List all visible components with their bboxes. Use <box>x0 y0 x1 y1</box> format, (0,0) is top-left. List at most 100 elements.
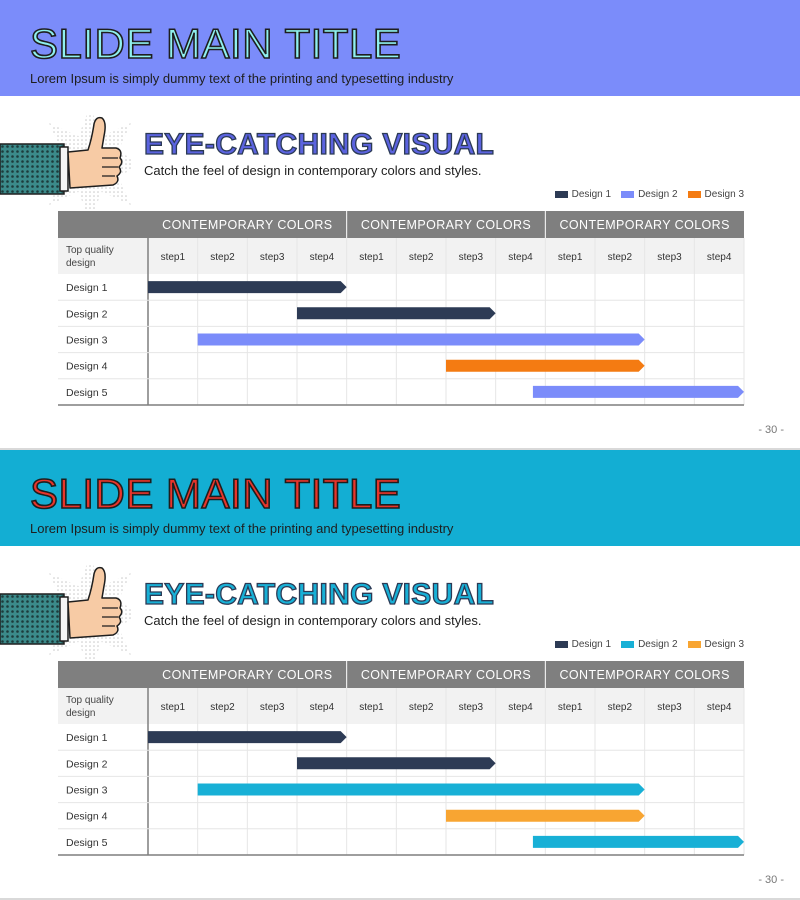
slide-subtitle: Lorem Ipsum is simply dummy text of the … <box>30 71 454 86</box>
row-label: Design 1 <box>66 282 108 294</box>
chart-legend: Design 1 Design 2 Design 3 <box>554 189 744 200</box>
legend-swatch <box>687 641 701 648</box>
step-label: step3 <box>260 702 285 713</box>
slide-main-title: SLIDE MAIN TITLE <box>29 19 402 68</box>
page-number: - 30 - <box>758 424 784 436</box>
legend-item-design-2: Design 2 <box>621 189 678 200</box>
legend-item-design-3: Design 3 <box>687 189 744 200</box>
gantt-bar <box>446 359 645 372</box>
step-label: step3 <box>657 252 682 263</box>
section-tagline: Catch the feel of design in contemporary… <box>144 613 482 628</box>
fist-shape <box>67 116 123 189</box>
gantt-bar <box>532 835 744 848</box>
row-label: Design 3 <box>66 335 108 347</box>
step-label: step1 <box>161 252 186 263</box>
gantt-bar <box>297 757 496 770</box>
step-header-band <box>58 688 744 724</box>
gantt-bar <box>446 809 645 822</box>
cuff-shape <box>59 146 69 192</box>
legend-label: Design 3 <box>704 189 744 200</box>
legend-item-design-3: Design 3 <box>687 639 744 650</box>
step-label: step1 <box>359 252 384 263</box>
corner-label: design <box>66 708 95 719</box>
finger-lines <box>102 157 118 177</box>
group-header-label: CONTEMPORARY COLORS <box>361 668 531 682</box>
legend-swatch <box>554 641 568 648</box>
step-label: step4 <box>707 252 732 263</box>
cuff-shape <box>59 596 69 642</box>
row-label: Design 4 <box>66 361 108 373</box>
gantt-bar <box>148 731 347 744</box>
group-header-label: CONTEMPORARY COLORS <box>162 218 332 232</box>
title-banner <box>0 450 800 546</box>
row-label: Design 2 <box>66 758 108 770</box>
step-label: step1 <box>558 702 583 713</box>
step-label: step4 <box>508 252 533 263</box>
page-number: - 30 - <box>758 874 784 886</box>
legend-label: Design 1 <box>571 189 612 200</box>
gantt-chart: CONTEMPORARY COLORS CONTEMPORARY COLORS CO… <box>58 661 745 856</box>
step-label: step1 <box>359 702 384 713</box>
finger-lines <box>102 607 118 627</box>
step-label: step2 <box>210 252 235 263</box>
group-header-label: CONTEMPORARY COLORS <box>559 218 729 232</box>
slide-subtitle: Lorem Ipsum is simply dummy text of the … <box>30 521 454 536</box>
row-label: Design 1 <box>66 732 108 744</box>
gantt-bar <box>297 307 496 320</box>
row-label: Design 5 <box>66 837 108 849</box>
legend-item-design-2: Design 2 <box>621 639 678 650</box>
legend-swatch <box>621 641 635 648</box>
step-label: step1 <box>161 702 186 713</box>
step-label: step3 <box>260 252 285 263</box>
legend-label: Design 1 <box>571 639 612 650</box>
chart-legend: Design 1 Design 2 Design 3 <box>554 639 744 650</box>
thumbs-up-icon <box>0 114 132 222</box>
legend-swatch <box>621 191 635 198</box>
gantt-chart: CONTEMPORARY COLORS CONTEMPORARY COLORS CO… <box>58 211 745 406</box>
group-header-label: CONTEMPORARY COLORS <box>559 668 729 682</box>
step-label: step2 <box>608 252 633 263</box>
row-label: Design 5 <box>66 387 108 399</box>
gantt-bar <box>148 281 347 294</box>
step-label: step4 <box>707 702 732 713</box>
slide-main-title: SLIDE MAIN TITLE <box>29 469 402 518</box>
step-label: step2 <box>409 702 434 713</box>
section-heading: EYE-CATCHING VISUAL <box>143 577 495 611</box>
gantt-bar <box>197 783 645 796</box>
group-header-band <box>58 661 744 688</box>
legend-label: Design 3 <box>704 639 744 650</box>
row-label: Design 4 <box>66 811 108 823</box>
legend-label: Design 2 <box>638 189 678 200</box>
legend-item-design-1: Design 1 <box>554 189 612 200</box>
legend-item-design-1: Design 1 <box>554 639 612 650</box>
legend-swatch <box>687 191 701 198</box>
title-banner <box>0 0 800 96</box>
section-heading: EYE-CATCHING VISUAL <box>143 127 495 161</box>
step-header-band <box>58 238 744 274</box>
row-label: Design 2 <box>66 308 108 320</box>
thumbs-up-icon <box>0 564 132 672</box>
slide-1: SLIDE MAIN TITLE Lorem Ipsum is simply d… <box>0 0 800 448</box>
corner-label: design <box>66 258 95 269</box>
gantt-bar <box>532 385 744 398</box>
step-label: step3 <box>657 702 682 713</box>
slide-2: SLIDE MAIN TITLE Lorem Ipsum is simply d… <box>0 450 800 898</box>
group-header-label: CONTEMPORARY COLORS <box>162 668 332 682</box>
step-label: step2 <box>409 252 434 263</box>
corner-label: Top quality <box>66 245 114 256</box>
step-label: step4 <box>508 702 533 713</box>
group-header-label: CONTEMPORARY COLORS <box>361 218 531 232</box>
step-label: step3 <box>459 252 484 263</box>
corner-label: Top quality <box>66 695 114 706</box>
section-tagline: Catch the feel of design in contemporary… <box>144 163 482 178</box>
gantt-bar <box>197 333 645 346</box>
step-label: step1 <box>558 252 583 263</box>
row-label: Design 3 <box>66 785 108 797</box>
step-label: step2 <box>210 702 235 713</box>
group-header-band <box>58 211 744 238</box>
step-label: step4 <box>310 702 335 713</box>
step-label: step2 <box>608 702 633 713</box>
step-label: step3 <box>459 702 484 713</box>
legend-swatch <box>554 191 568 198</box>
step-label: step4 <box>310 252 335 263</box>
